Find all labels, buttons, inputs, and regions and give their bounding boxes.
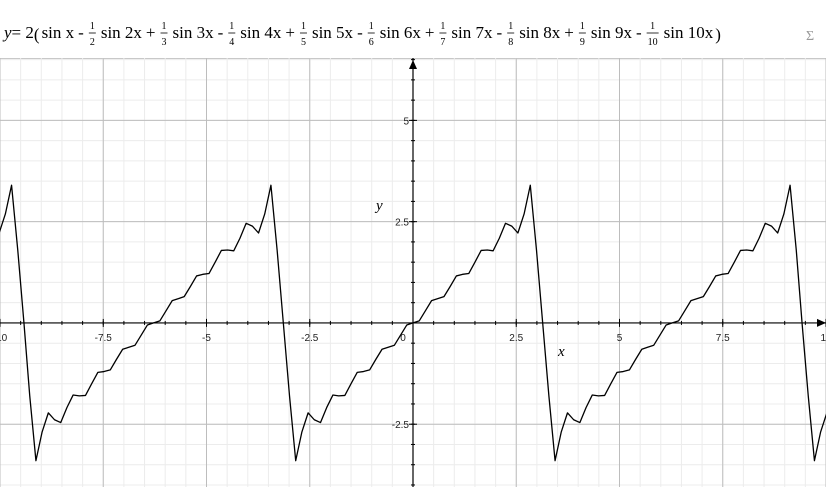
equation-operator: + — [146, 23, 156, 42]
equation-operator: + — [425, 23, 435, 42]
x-tick-label: 5 — [617, 333, 623, 344]
y-tick-label: 2.5 — [395, 218, 409, 229]
x-tick-label: 0 — [400, 333, 406, 344]
fraction-numerator: 1 — [369, 21, 374, 32]
fraction-numerator: 1 — [440, 21, 445, 32]
equation-operator: + — [564, 23, 574, 42]
y-tick-label: 5 — [403, 116, 409, 127]
equation-term: sin 4x — [240, 23, 282, 42]
function-curve — [0, 184, 826, 462]
equation-term: sin 8x — [519, 23, 561, 42]
y-axis-label: y — [374, 198, 383, 214]
fraction-denominator: 6 — [369, 37, 374, 48]
fraction-denominator: 8 — [508, 37, 513, 48]
fraction-denominator: 9 — [580, 37, 585, 48]
equation-term: sin 9x — [591, 23, 633, 42]
equation-lhs: y — [2, 23, 12, 42]
x-tick-label: -5 — [202, 333, 211, 344]
fraction-denominator: 5 — [301, 37, 306, 48]
x-tick-label: 2.5 — [509, 333, 523, 344]
equation-operator: + — [285, 23, 295, 42]
equation-operator: - — [636, 23, 642, 42]
equation-term: sin 7x — [451, 23, 493, 42]
equation-bar — [0, 0, 826, 58]
equation-term: sin 2x — [101, 23, 143, 42]
fraction-denominator: 7 — [440, 37, 445, 48]
fraction-numerator: 1 — [162, 21, 167, 32]
fraction-denominator: 3 — [162, 37, 167, 48]
x-tick-label: -10 — [0, 333, 8, 344]
equation-term: sin 6x — [380, 23, 422, 42]
equation-term: sin 5x — [312, 23, 354, 42]
fraction-numerator: 1 — [508, 21, 513, 32]
plot-area: -10 -7.5 -5 -2.5 0 2.5 5 7.5 10 -2.5 2.5 5 x y — [0, 58, 826, 487]
toolbar-icon[interactable]: Σ — [806, 29, 814, 44]
fraction-numerator: 1 — [580, 21, 585, 32]
x-axis-label: x — [557, 344, 565, 360]
x-tick-label: 7.5 — [716, 333, 730, 344]
fraction-numerator: 1 — [90, 21, 95, 32]
x-tick-label: 10 — [820, 333, 826, 344]
equation-operator: - — [357, 23, 363, 42]
fraction-numerator: 1 — [229, 21, 234, 32]
equation-term: sin 3x — [173, 23, 215, 42]
fraction-denominator: 2 — [90, 37, 95, 48]
equation-operator: - — [218, 23, 224, 42]
fraction-denominator: 10 — [648, 37, 658, 48]
equation-coefficient: = 2 — [12, 23, 34, 42]
fraction-numerator: 1 — [301, 21, 306, 32]
equation-paren: ( — [34, 25, 40, 44]
equation-term: sin x — [42, 23, 75, 42]
x-axis-arrow — [817, 318, 826, 327]
equation-term: sin 10x — [664, 23, 714, 42]
y-tick-label: -2.5 — [392, 420, 410, 431]
fraction-numerator: 1 — [650, 21, 655, 32]
fraction-denominator: 4 — [229, 37, 234, 48]
x-tick-label: -2.5 — [301, 333, 319, 344]
x-tick-label: -7.5 — [95, 333, 113, 344]
y-axis-arrow — [409, 60, 417, 69]
equation-paren: ) — [715, 25, 721, 44]
equation-operator: - — [497, 23, 503, 42]
equation-operator: - — [78, 23, 84, 42]
